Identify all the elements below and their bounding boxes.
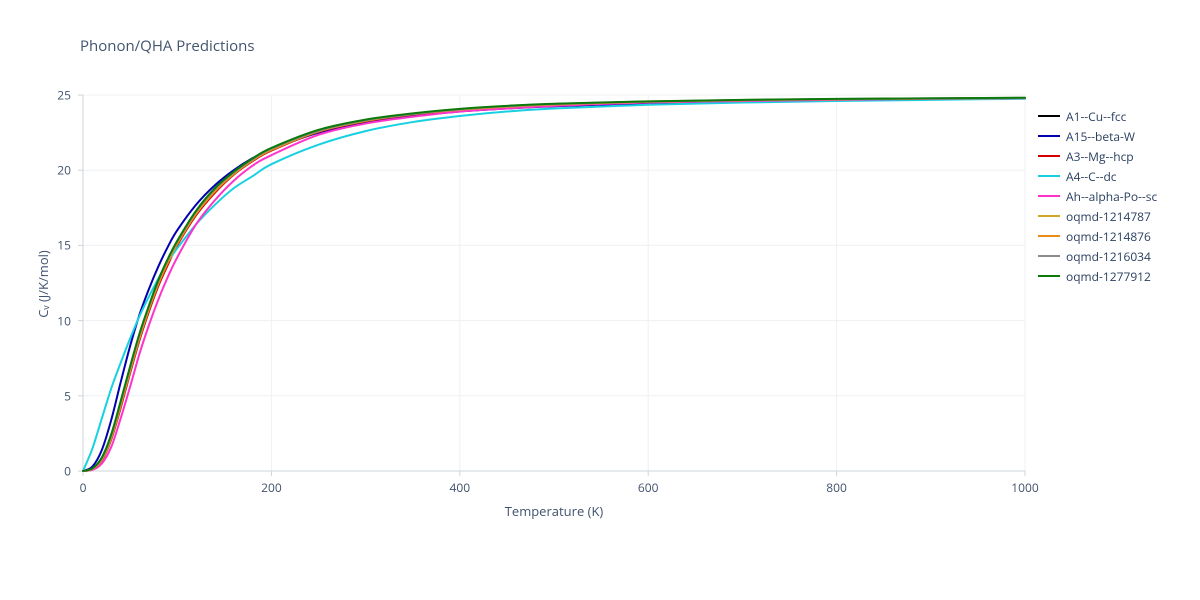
ytick-label: 10 <box>57 312 71 329</box>
legend-label: A1--Cu--fcc <box>1066 108 1126 125</box>
ytick-label: 20 <box>57 162 71 179</box>
series-line[interactable] <box>83 99 1025 471</box>
legend-item[interactable]: oqmd-1277912 <box>1038 268 1157 284</box>
ytick-label: 0 <box>64 463 71 480</box>
legend-swatch <box>1038 275 1060 277</box>
xtick-label: 200 <box>261 479 282 496</box>
legend-swatch <box>1038 155 1060 157</box>
legend-swatch <box>1038 215 1060 217</box>
series-line[interactable] <box>83 98 1025 471</box>
xtick-label: 0 <box>80 479 87 496</box>
legend-label: oqmd-1216034 <box>1066 248 1151 265</box>
legend-label: oqmd-1277912 <box>1066 268 1151 285</box>
legend-swatch <box>1038 195 1060 197</box>
legend-swatch <box>1038 255 1060 257</box>
plot-area <box>83 95 1025 471</box>
series-line[interactable] <box>83 98 1025 471</box>
legend-item[interactable]: A15--beta-W <box>1038 128 1157 144</box>
legend-item[interactable]: A4--C--dc <box>1038 168 1157 184</box>
series-line[interactable] <box>83 98 1025 471</box>
legend-label: oqmd-1214876 <box>1066 228 1151 245</box>
xtick-label: 600 <box>638 479 659 496</box>
series-line[interactable] <box>83 98 1025 471</box>
legend-item[interactable]: oqmd-1214876 <box>1038 228 1157 244</box>
legend-swatch <box>1038 135 1060 137</box>
ytick-label: 15 <box>57 237 71 254</box>
legend: A1--Cu--fcc A15--beta-W A3--Mg--hcp A4--C--… <box>1038 108 1157 288</box>
legend-item[interactable]: A1--Cu--fcc <box>1038 108 1157 124</box>
ytick-label: 25 <box>57 87 71 104</box>
legend-label: Ah--alpha-Po--sc <box>1066 188 1157 205</box>
ytick-label: 5 <box>64 387 71 404</box>
series-line[interactable] <box>83 98 1025 471</box>
legend-item[interactable]: A3--Mg--hcp <box>1038 148 1157 164</box>
legend-item[interactable]: Ah--alpha-Po--sc <box>1038 188 1157 204</box>
xtick-label: 400 <box>450 479 471 496</box>
legend-swatch <box>1038 175 1060 177</box>
legend-label: A3--Mg--hcp <box>1066 148 1134 165</box>
xtick-label: 1000 <box>1011 479 1038 496</box>
plot-svg <box>83 95 1025 471</box>
legend-swatch <box>1038 115 1060 117</box>
legend-label: oqmd-1214787 <box>1066 208 1151 225</box>
series-line[interactable] <box>83 98 1025 471</box>
legend-label: A15--beta-W <box>1066 128 1135 145</box>
xtick-label: 800 <box>826 479 847 496</box>
legend-item[interactable]: oqmd-1216034 <box>1038 248 1157 264</box>
legend-label: A4--C--dc <box>1066 168 1117 185</box>
series-line[interactable] <box>83 98 1025 471</box>
legend-item[interactable]: oqmd-1214787 <box>1038 208 1157 224</box>
x-axis-label: Temperature (K) <box>83 502 1025 520</box>
chart-title: Phonon/QHA Predictions <box>80 36 255 56</box>
legend-swatch <box>1038 235 1060 237</box>
y-axis-label: Cᵥ (J/K/mol) <box>34 96 52 472</box>
series-line[interactable] <box>83 98 1025 471</box>
